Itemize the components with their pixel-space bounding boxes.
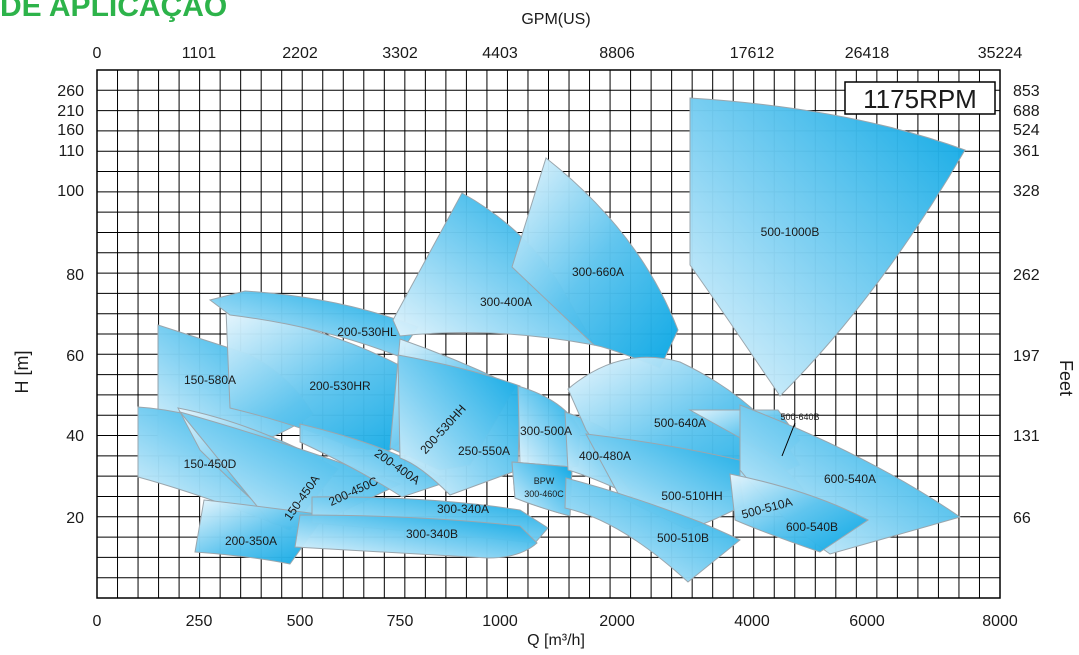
region-300-660a: [511, 157, 679, 369]
region-label: 200-530HR: [309, 379, 371, 393]
region-300-340b: [294, 514, 538, 559]
regions-layer: [137, 97, 966, 583]
x-tick-label: 2000: [599, 613, 635, 630]
y-right-tick-label: 66: [1013, 510, 1031, 527]
y-right-tick-label: 361: [1013, 143, 1040, 160]
plot-frame: [96, 69, 1001, 599]
x-top-tick-label: 1101: [182, 45, 217, 62]
y-right-tick-label: 262: [1013, 267, 1040, 284]
y-tick-label: 60: [66, 348, 84, 365]
region-300-460c: [511, 461, 573, 517]
right-axis-label: Feet: [1056, 360, 1076, 396]
x-top-tick-label: 8806: [599, 45, 635, 62]
x-tick-label: 1000: [482, 613, 518, 630]
page-title: DE APLICAÇÃO: [0, 0, 228, 23]
y-tick-label: 160: [57, 122, 84, 139]
region-250-550a: [397, 354, 521, 496]
region-label: 300-340A: [437, 502, 489, 516]
region-label: 250-550A: [458, 444, 510, 458]
y-tick-label: 80: [66, 267, 84, 284]
x-top-tick-label: 17612: [730, 45, 775, 62]
y-right-tick-label: 524: [1013, 122, 1040, 139]
y-tick-label: 260: [57, 83, 84, 100]
x-top-tick-label: 35224: [978, 45, 1023, 62]
region-label: 500-1000B: [761, 225, 820, 239]
x-tick-label: 0: [93, 613, 102, 630]
x-top-tick-label: 3302: [382, 45, 418, 62]
leader-line: [781, 422, 796, 457]
region-600-540b: [729, 473, 869, 553]
region-label: 150-450D: [184, 457, 237, 471]
region-500-1000b: [689, 97, 966, 397]
region-label: 500-640B: [780, 412, 819, 422]
x-top-tick-label: 0: [93, 45, 102, 62]
region-label: 300-460C: [524, 489, 564, 499]
x-tick-label: 750: [387, 613, 414, 630]
region-label: 150-580A: [184, 373, 236, 387]
x-top-tick-label: 2202: [282, 45, 318, 62]
x-tick-label: 8000: [982, 613, 1018, 630]
region-label: 500-510HH: [661, 489, 722, 503]
region-label: BPW: [534, 476, 555, 486]
region-label: 200-530HL: [337, 325, 397, 339]
region-label: 300-400A: [480, 295, 532, 309]
region-label: 300-500A: [520, 424, 572, 438]
rpm-label: 1175RPM: [863, 84, 977, 114]
y-tick-label: 100: [57, 183, 84, 200]
y-tick-label: 20: [66, 510, 84, 527]
region-label: 300-340B: [406, 527, 458, 541]
x-tick-label: 4000: [734, 613, 770, 630]
y-right-tick-label: 853: [1013, 83, 1040, 100]
region-500-510b: [564, 477, 741, 583]
region-label: 500-640A: [654, 416, 706, 430]
x-top-tick-label: 4403: [482, 45, 518, 62]
region-label: 300-660A: [572, 265, 624, 279]
x-top-tick-label: 26418: [845, 45, 890, 62]
region-label: 500-510B: [657, 531, 709, 545]
y-tick-label: 210: [57, 103, 84, 120]
y-right-tick-label: 328: [1013, 183, 1040, 200]
y-tick-label: 40: [66, 428, 84, 445]
x-tick-label: 500: [287, 613, 314, 630]
x-tick-label: 250: [186, 613, 213, 630]
region-label: 600-540B: [786, 520, 838, 534]
y-right-tick-label: 688: [1013, 103, 1040, 120]
x-tick-label: 6000: [849, 613, 885, 630]
rpm-box: 1175RPM: [844, 81, 996, 115]
region-label: 400-480A: [579, 449, 631, 463]
region-label: 200-350A: [225, 534, 277, 548]
y-tick-label: 110: [58, 143, 84, 160]
region-labels-layer: 150-580A 200-530HR 200-530HL 300-400A 300-66…: [184, 225, 876, 548]
y-axis-label: H [m]: [12, 351, 32, 394]
y-right-tick-label: 197: [1013, 348, 1040, 365]
tick-labels: 0 250 500 750 1000 2000 4000 6000 8000 0 1101 2202 3…: [57, 45, 1040, 630]
top-axis-label: GPM(US): [521, 11, 590, 28]
region-label: 600-540A: [824, 472, 876, 486]
x-axis-label: Q [m³/h]: [527, 632, 585, 649]
y-right-tick-label: 131: [1013, 428, 1040, 445]
